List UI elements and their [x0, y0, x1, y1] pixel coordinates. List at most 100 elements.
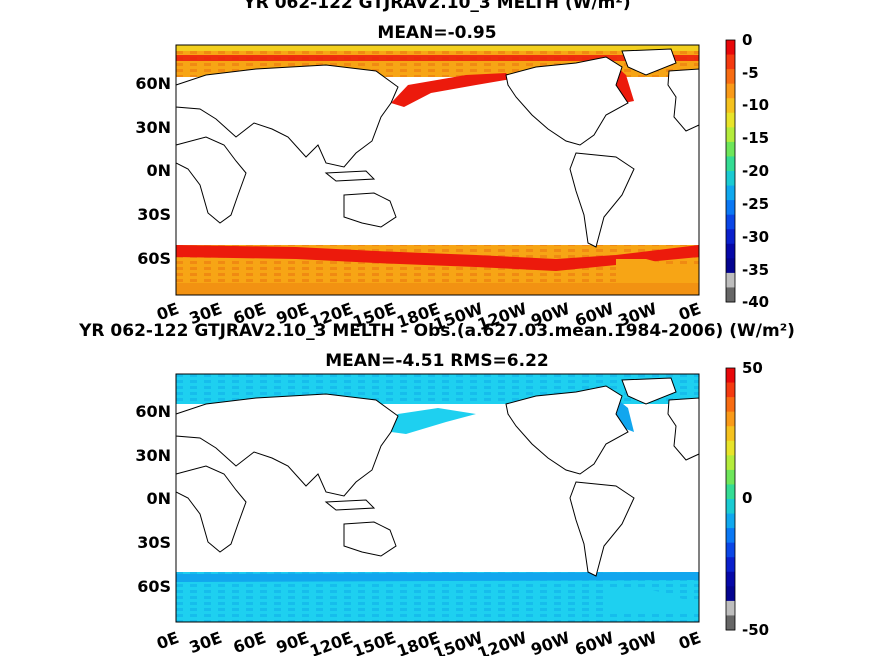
top-colorbar-tick: -20	[742, 162, 769, 180]
top-land-south-america	[569, 152, 635, 248]
bottom-colorbar-tick: 0	[742, 489, 752, 507]
top-ocean-southern-red	[176, 245, 699, 271]
top-colorbar-frame	[725, 39, 736, 303]
bottom-colorbar-swatch	[726, 469, 735, 485]
bottom-colorbar-swatch	[726, 513, 735, 529]
bottom-land-south-america	[569, 481, 635, 577]
top-colorbar-tick: -5	[742, 64, 759, 82]
top-colorbar-swatch	[726, 229, 735, 245]
top-ocean-pacific-red	[391, 73, 511, 107]
top-colorbar-swatch	[726, 287, 735, 303]
bottom-colorbar-swatch	[726, 586, 735, 602]
bottom-land-indonesia	[324, 499, 376, 511]
bottom-colorbar-swatch	[726, 382, 735, 398]
bottom-lon-axis: 0E 30E 60E 90E 120E 150E 180E 150W 120W …	[154, 628, 703, 656]
bottom-panel: YR 062-122 GTJRAV2.10_3 MELTH - Obs.(a.6…	[78, 321, 795, 656]
bottom-colorbar	[725, 367, 736, 631]
bottom-title-line2: MEAN=-4.51 RMS=6.22	[325, 351, 549, 371]
top-colorbar	[725, 39, 736, 303]
bottom-lon-label: 90W	[528, 628, 572, 656]
bottom-land-eurasia	[175, 393, 399, 497]
bottom-lon-label: 60E	[231, 628, 269, 656]
top-colorbar-swatch	[726, 127, 735, 143]
bottom-colorbar-swatch	[726, 600, 735, 616]
bottom-colorbar-swatch	[726, 484, 735, 500]
bottom-land-greenland	[621, 377, 677, 405]
bottom-lon-label: 150E	[350, 628, 398, 656]
bottom-colorbar-swatch	[726, 368, 735, 384]
bottom-land-europe-west	[667, 397, 700, 461]
bottom-colorbar-swatch	[726, 499, 735, 515]
top-ocean-arctic-red-edge	[176, 55, 699, 61]
bottom-ocean-southern-deep	[176, 572, 699, 582]
bottom-colorbar-swatch	[726, 397, 735, 413]
top-colorbar-tick: -35	[742, 261, 769, 279]
bottom-land-africa	[175, 465, 247, 553]
bottom-lat-axis: 60N 30N 0N 30S 60S	[135, 402, 171, 596]
bottom-lon-label: 30E	[187, 628, 225, 656]
bottom-colorbar-swatch	[726, 440, 735, 456]
bottom-colorbar-swatch	[726, 542, 735, 558]
top-colorbar-tick: -15	[742, 129, 769, 147]
top-land-indonesia	[324, 170, 376, 182]
top-colorbar-tick: 0	[742, 31, 752, 49]
top-colorbar-swatch	[726, 214, 735, 230]
top-lat-label: 30S	[137, 205, 171, 224]
bottom-lon-label: 0E	[154, 628, 181, 653]
bottom-colorbar-ticks: 50 0 -50	[742, 359, 769, 639]
bottom-colorbar-swatch	[726, 426, 735, 442]
top-land-australia	[343, 192, 397, 228]
top-title-line1: YR 062-122 GTJRAV2.10_3 MELTH (W/m²)	[242, 0, 630, 13]
top-colorbar-swatch	[726, 272, 735, 288]
bottom-colorbar-swatch	[726, 615, 735, 631]
bottom-colorbar-swatch	[726, 411, 735, 427]
bottom-lon-label: 0E	[676, 628, 703, 653]
bottom-colorbar-swatch	[726, 571, 735, 587]
top-colorbar-swatch	[726, 156, 735, 172]
bottom-lat-label: 30N	[135, 446, 171, 465]
bottom-ocean-pacific	[376, 408, 476, 434]
top-colorbar-swatch	[726, 112, 735, 128]
bottom-colorbar-tick: 50	[742, 359, 763, 377]
bottom-ocean-weddell	[608, 588, 699, 614]
top-colorbar-tick: -25	[742, 195, 769, 213]
bottom-lon-label: 120E	[307, 628, 355, 656]
top-map	[175, 44, 700, 296]
top-antarctica	[176, 283, 699, 295]
bottom-colorbar-swatch	[726, 455, 735, 471]
top-lat-label: 30N	[135, 118, 171, 137]
top-land-greenland	[621, 48, 677, 76]
top-colorbar-swatch	[726, 40, 735, 56]
top-colorbar-swatch	[726, 83, 735, 99]
top-colorbar-ticks: 0 -5 -10 -15 -20 -25 -30 -35 -40	[742, 31, 769, 311]
bottom-colorbar-swatch	[726, 557, 735, 573]
top-colorbar-swatch	[726, 69, 735, 85]
top-land-europe-west	[667, 68, 700, 132]
top-land-africa	[175, 136, 247, 224]
bottom-map-frame	[175, 373, 700, 623]
top-colorbar-swatch	[726, 141, 735, 157]
top-colorbar-swatch	[726, 258, 735, 274]
bottom-lon-label: 90E	[274, 628, 312, 656]
bottom-lat-label: 60N	[135, 402, 171, 421]
top-colorbar-swatch	[726, 171, 735, 187]
top-colorbar-swatch	[726, 200, 735, 216]
top-colorbar-tick: -30	[742, 228, 769, 246]
bottom-colorbar-tick: -50	[742, 621, 769, 639]
bottom-lon-label: 60W	[572, 628, 616, 656]
bottom-land-australia	[343, 521, 397, 557]
top-ocean-arctic-yellow	[176, 45, 699, 51]
bottom-colorbar-frame	[725, 367, 736, 631]
top-land-north-america	[505, 56, 629, 146]
top-colorbar-tick: -10	[742, 96, 769, 114]
top-land	[175, 48, 700, 248]
bottom-lon-label: 30W	[615, 628, 659, 656]
top-lat-label: 0N	[146, 161, 171, 180]
top-colorbar-swatch	[726, 185, 735, 201]
top-colorbar-swatch	[726, 98, 735, 114]
bottom-map	[175, 373, 700, 623]
bottom-lat-label: 30S	[137, 533, 171, 552]
bottom-land	[175, 377, 700, 577]
top-map-frame	[175, 44, 700, 296]
top-colorbar-swatch	[726, 54, 735, 70]
